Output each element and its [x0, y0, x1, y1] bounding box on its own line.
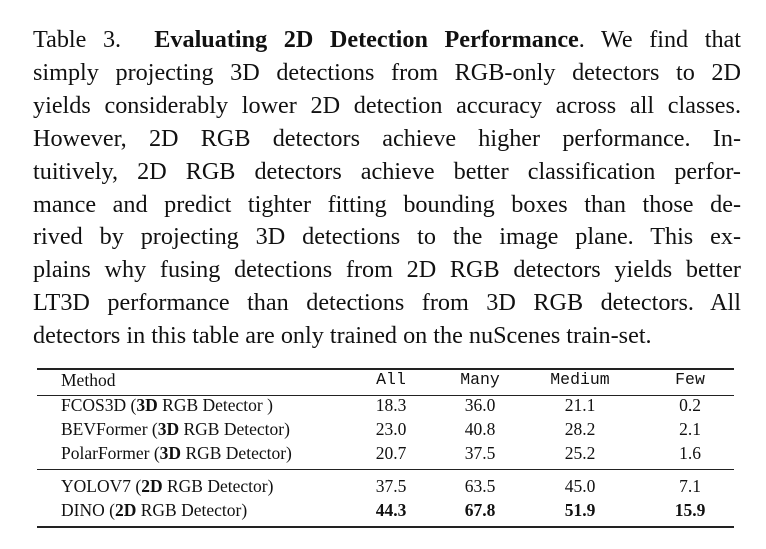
table-group-rule — [37, 469, 734, 470]
header-few: Few — [675, 370, 705, 389]
caption-line-10: detectors in this table are only trained… — [33, 322, 652, 350]
header-method: Method — [61, 370, 116, 390]
value-medium: 45.0 — [564, 476, 596, 496]
caption-line-6: mance and predict tighter fitting boundi… — [33, 190, 741, 218]
value-medium: 21.1 — [564, 395, 596, 415]
value-few: 0.2 — [679, 395, 701, 415]
value-few: 1.6 — [679, 443, 701, 463]
value-all: 18.3 — [375, 395, 407, 415]
caption-line-8: plains why fusing detections from 2D RGB… — [33, 256, 741, 284]
value-many: 40.8 — [464, 419, 496, 439]
header-many: Many — [460, 370, 500, 389]
method-cell: DINO (2D RGB Detector) — [61, 500, 248, 520]
method-cell: YOLOV7 (2D RGB Detector) — [61, 476, 274, 496]
value-all: 23.0 — [375, 419, 407, 439]
value-medium: 51.9 — [564, 500, 596, 520]
table-top-rule — [37, 368, 734, 370]
caption-line-4: However, 2D RGB detectors achieve higher… — [33, 124, 741, 152]
value-medium: 28.2 — [564, 419, 596, 439]
value-few: 15.9 — [674, 500, 706, 520]
method-cell: FCOS3D (3D RGB Detector ) — [61, 395, 273, 415]
table-header-rule — [37, 395, 734, 396]
header-medium: Medium — [550, 370, 610, 389]
value-few: 2.1 — [679, 419, 701, 439]
value-many: 37.5 — [464, 443, 496, 463]
method-cell: BEVFormer (3D RGB Detector) — [61, 419, 290, 439]
caption-line-7: rived by projecting 3D detections to the… — [33, 223, 741, 251]
value-all: 44.3 — [375, 500, 407, 520]
table-row: DINO (2D RGB Detector) 44.3 67.8 51.9 15… — [37, 500, 734, 524]
caption-label: Table 3. — [33, 26, 122, 53]
caption-title: Evaluating 2D Detection Performance — [154, 26, 579, 53]
table-caption: Table 3. Evaluating 2D Detection Perform… — [33, 24, 741, 353]
value-all: 37.5 — [375, 476, 407, 496]
value-all: 20.7 — [375, 443, 407, 463]
table-row: YOLOV7 (2D RGB Detector) 37.5 63.5 45.0 … — [37, 476, 734, 500]
table-row: PolarFormer (3D RGB Detector) 20.7 37.5 … — [37, 443, 734, 467]
table-header-row: Method All Many Medium Few — [37, 370, 734, 394]
method-cell: PolarFormer (3D RGB Detector) — [61, 443, 292, 463]
header-all: All — [376, 370, 406, 389]
table-row: BEVFormer (3D RGB Detector) 23.0 40.8 28… — [37, 419, 734, 443]
caption-line-1: Table 3. Evaluating 2D Detection Perform… — [33, 24, 741, 57]
caption-line-9: LT3D performance than detections from 3D… — [33, 289, 741, 317]
value-many: 67.8 — [464, 500, 496, 520]
value-many: 63.5 — [464, 476, 496, 496]
caption-text: . We find that — [578, 26, 741, 53]
caption-line-3: yields considerably lower 2D detection a… — [33, 91, 741, 119]
value-many: 36.0 — [464, 395, 496, 415]
caption-line-2: simply projecting 3D detections from RGB… — [33, 58, 741, 86]
value-few: 7.1 — [679, 476, 701, 496]
table-bottom-rule — [37, 526, 734, 528]
table-row: FCOS3D (3D RGB Detector ) 18.3 36.0 21.1… — [37, 395, 734, 419]
caption-line-5: tuitively, 2D RGB detectors achieve bett… — [33, 157, 741, 185]
value-medium: 25.2 — [564, 443, 596, 463]
